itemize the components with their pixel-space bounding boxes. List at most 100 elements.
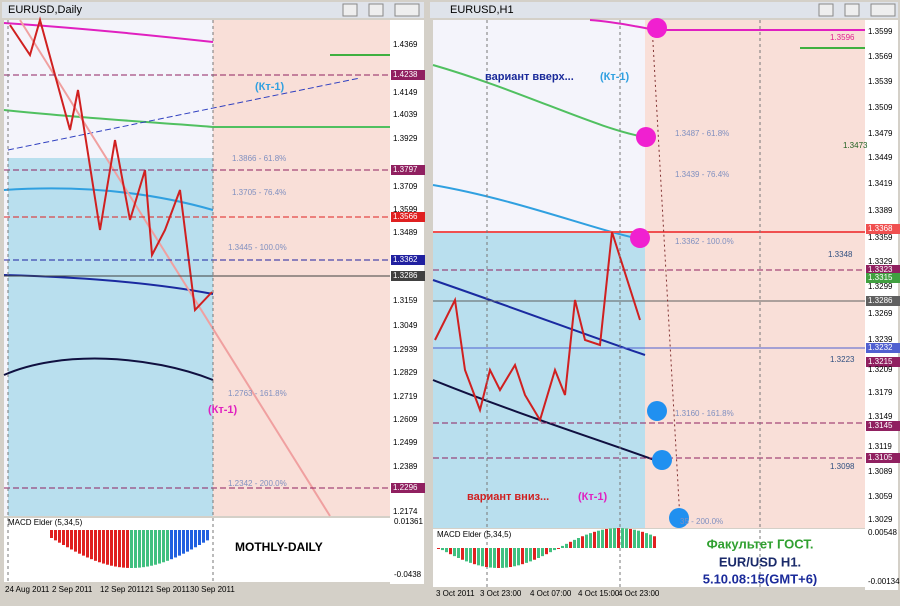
annotation: (Кт-1) [208,404,238,416]
fib-label: 1.3487 - 61.8% [675,129,729,138]
macd-bar [629,528,632,548]
annotation: (Кт-1) [255,81,285,93]
close-button[interactable] [394,3,420,17]
right-chart-lines [432,18,865,587]
caption: EUR/USD H1. [719,554,801,569]
macd-bar [625,528,628,548]
minimize-button[interactable] [818,3,834,17]
macd-bar [553,548,556,551]
macd-bar [641,531,644,548]
macd-bar [565,543,568,548]
price-label: 1.3599 [393,205,418,214]
date-label: 4 Oct 15:00 [578,589,620,598]
macd-bar [206,530,209,541]
macd-bar [122,530,125,568]
price-label: 1.2609 [393,415,418,424]
price-box [391,165,425,175]
macd-bar [557,548,560,549]
macd-bar [505,548,508,568]
macd-bar [62,530,65,546]
fib-label: 1.3362 - 100.0% [675,237,734,246]
price-label: 1.3368 [868,224,893,233]
macd-bar [162,530,165,563]
left-chart-lines [3,16,390,582]
macd-bar [194,530,197,548]
macd-bar [613,528,616,548]
macd-bar [74,530,77,552]
line-label: 1.3098 [830,462,855,471]
macd-bar [489,548,492,568]
price-box [866,296,900,306]
macd-bar [605,528,608,548]
minimize-button[interactable] [342,3,358,17]
zone-blue [433,232,645,528]
date-label: 2 Sep 2011 [52,585,93,594]
macd-bar [58,530,61,543]
macd-bar [441,548,444,551]
macd-bar [82,530,85,556]
macd-bars [50,528,656,568]
macd-bar [90,530,93,560]
price-label: 1.2499 [393,438,418,447]
macd-bar [126,530,129,568]
price-box [866,343,900,353]
macd-bar [649,534,652,548]
macd-bar [473,548,476,565]
price-box [866,265,900,275]
maximize-button[interactable] [844,3,860,17]
macd-bar [186,530,189,552]
price-label: 1.3362 [393,255,418,264]
macd-bar [577,538,580,548]
maximize-button[interactable] [368,3,384,17]
price-label: 1.3709 [393,182,418,191]
date-label: 3 Oct 23:00 [480,589,522,598]
marker [630,228,650,248]
price-label: 1.3569 [868,52,893,61]
macd-bar [633,529,636,548]
marker [647,401,667,421]
macd-bar [513,548,516,567]
close-button[interactable] [870,3,896,17]
fib-label: 1.3439 - 76.4% [675,170,729,179]
macd-bar [198,530,201,546]
fib-label: 1.2763 - 161.8% [228,389,287,398]
macd-bar [453,548,456,557]
macd-label: MACD Elder (5,34,5) [8,518,83,527]
macd-bar [569,541,572,548]
date-label: 24 Aug 2011 [5,585,50,594]
right-title-bar [430,2,898,18]
caption: Факультет ГОСТ. [707,536,814,551]
price-label: 1.3119 [868,442,892,451]
left-title: EURUSD,Daily [8,4,82,16]
marker [647,18,667,38]
price-label: 1.3566 [393,212,418,221]
date-label: 12 Sep 2011 [100,585,145,594]
macd-bar [465,548,468,562]
price-label: 1.2939 [393,345,418,354]
macd-bar [509,548,512,568]
fib-label: 35 - 200.0% [680,517,723,526]
fib-label: 1.3866 - 61.8% [232,154,286,163]
price-label: 1.2296 [393,483,418,492]
price-label: 1.3179 [868,388,893,397]
ma-line [3,187,214,211]
price-label: 1.3286 [868,296,893,305]
macd-bar [653,536,656,548]
price-label: 1.3389 [868,206,893,215]
macd-bar [445,548,448,553]
price-label: 1.3299 [868,282,893,291]
price-box [866,357,900,367]
macd-bar [78,530,81,554]
ma-line [3,22,214,43]
price-label: 1.2719 [393,392,418,401]
macd-bar [130,530,133,568]
macd-bar [645,533,648,548]
macd-axis: -0.0438 [394,570,422,579]
price-label: 1.3149 [868,412,893,421]
price-label: 1.2829 [393,368,418,377]
macd-bar [98,530,101,563]
price-label: 1.3449 [868,153,893,162]
trend-line [7,77,361,151]
marker [669,508,689,528]
